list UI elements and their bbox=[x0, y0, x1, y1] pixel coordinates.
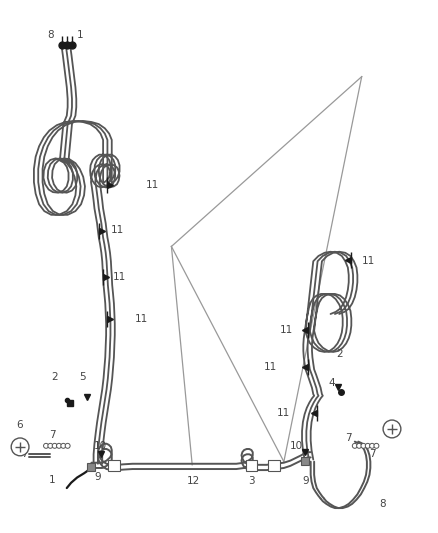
Text: 10: 10 bbox=[94, 441, 106, 451]
Text: 8: 8 bbox=[379, 499, 386, 509]
Circle shape bbox=[374, 443, 379, 448]
Circle shape bbox=[365, 443, 370, 448]
Circle shape bbox=[61, 443, 66, 448]
Bar bbox=[268, 460, 280, 471]
Text: 2: 2 bbox=[336, 349, 343, 359]
Circle shape bbox=[65, 443, 70, 448]
Text: 11: 11 bbox=[111, 224, 124, 235]
Circle shape bbox=[57, 443, 61, 448]
Circle shape bbox=[361, 443, 366, 448]
Text: 6: 6 bbox=[386, 422, 393, 432]
Bar bbox=[300, 457, 309, 465]
Text: 7: 7 bbox=[49, 430, 56, 440]
Text: 11: 11 bbox=[277, 408, 290, 418]
Text: 11: 11 bbox=[134, 314, 148, 324]
Text: 12: 12 bbox=[187, 475, 200, 486]
Circle shape bbox=[48, 443, 53, 448]
Text: 9: 9 bbox=[95, 472, 101, 482]
Text: 2: 2 bbox=[51, 372, 58, 382]
Text: 5: 5 bbox=[79, 372, 86, 382]
Bar bbox=[109, 460, 120, 471]
Text: 7: 7 bbox=[346, 433, 352, 443]
Circle shape bbox=[370, 443, 374, 448]
Text: 11: 11 bbox=[279, 325, 293, 335]
Bar bbox=[88, 463, 95, 471]
Text: 3: 3 bbox=[248, 475, 255, 486]
Bar bbox=[246, 460, 258, 471]
Text: 11: 11 bbox=[361, 256, 375, 266]
Text: 11: 11 bbox=[113, 272, 126, 282]
Text: 7: 7 bbox=[369, 449, 376, 459]
Text: 8: 8 bbox=[47, 30, 54, 41]
Text: 1: 1 bbox=[49, 475, 56, 485]
Circle shape bbox=[352, 443, 357, 448]
Circle shape bbox=[357, 443, 362, 448]
Text: 11: 11 bbox=[264, 362, 278, 372]
Circle shape bbox=[383, 420, 401, 438]
Circle shape bbox=[11, 438, 29, 456]
Text: 1: 1 bbox=[77, 30, 84, 41]
Text: 10: 10 bbox=[290, 441, 304, 451]
Text: 9: 9 bbox=[302, 475, 309, 486]
Circle shape bbox=[52, 443, 57, 448]
Text: 7: 7 bbox=[21, 449, 28, 459]
Text: 4: 4 bbox=[328, 377, 335, 387]
Text: 6: 6 bbox=[16, 419, 22, 430]
Circle shape bbox=[43, 443, 49, 448]
Text: 11: 11 bbox=[145, 180, 159, 190]
